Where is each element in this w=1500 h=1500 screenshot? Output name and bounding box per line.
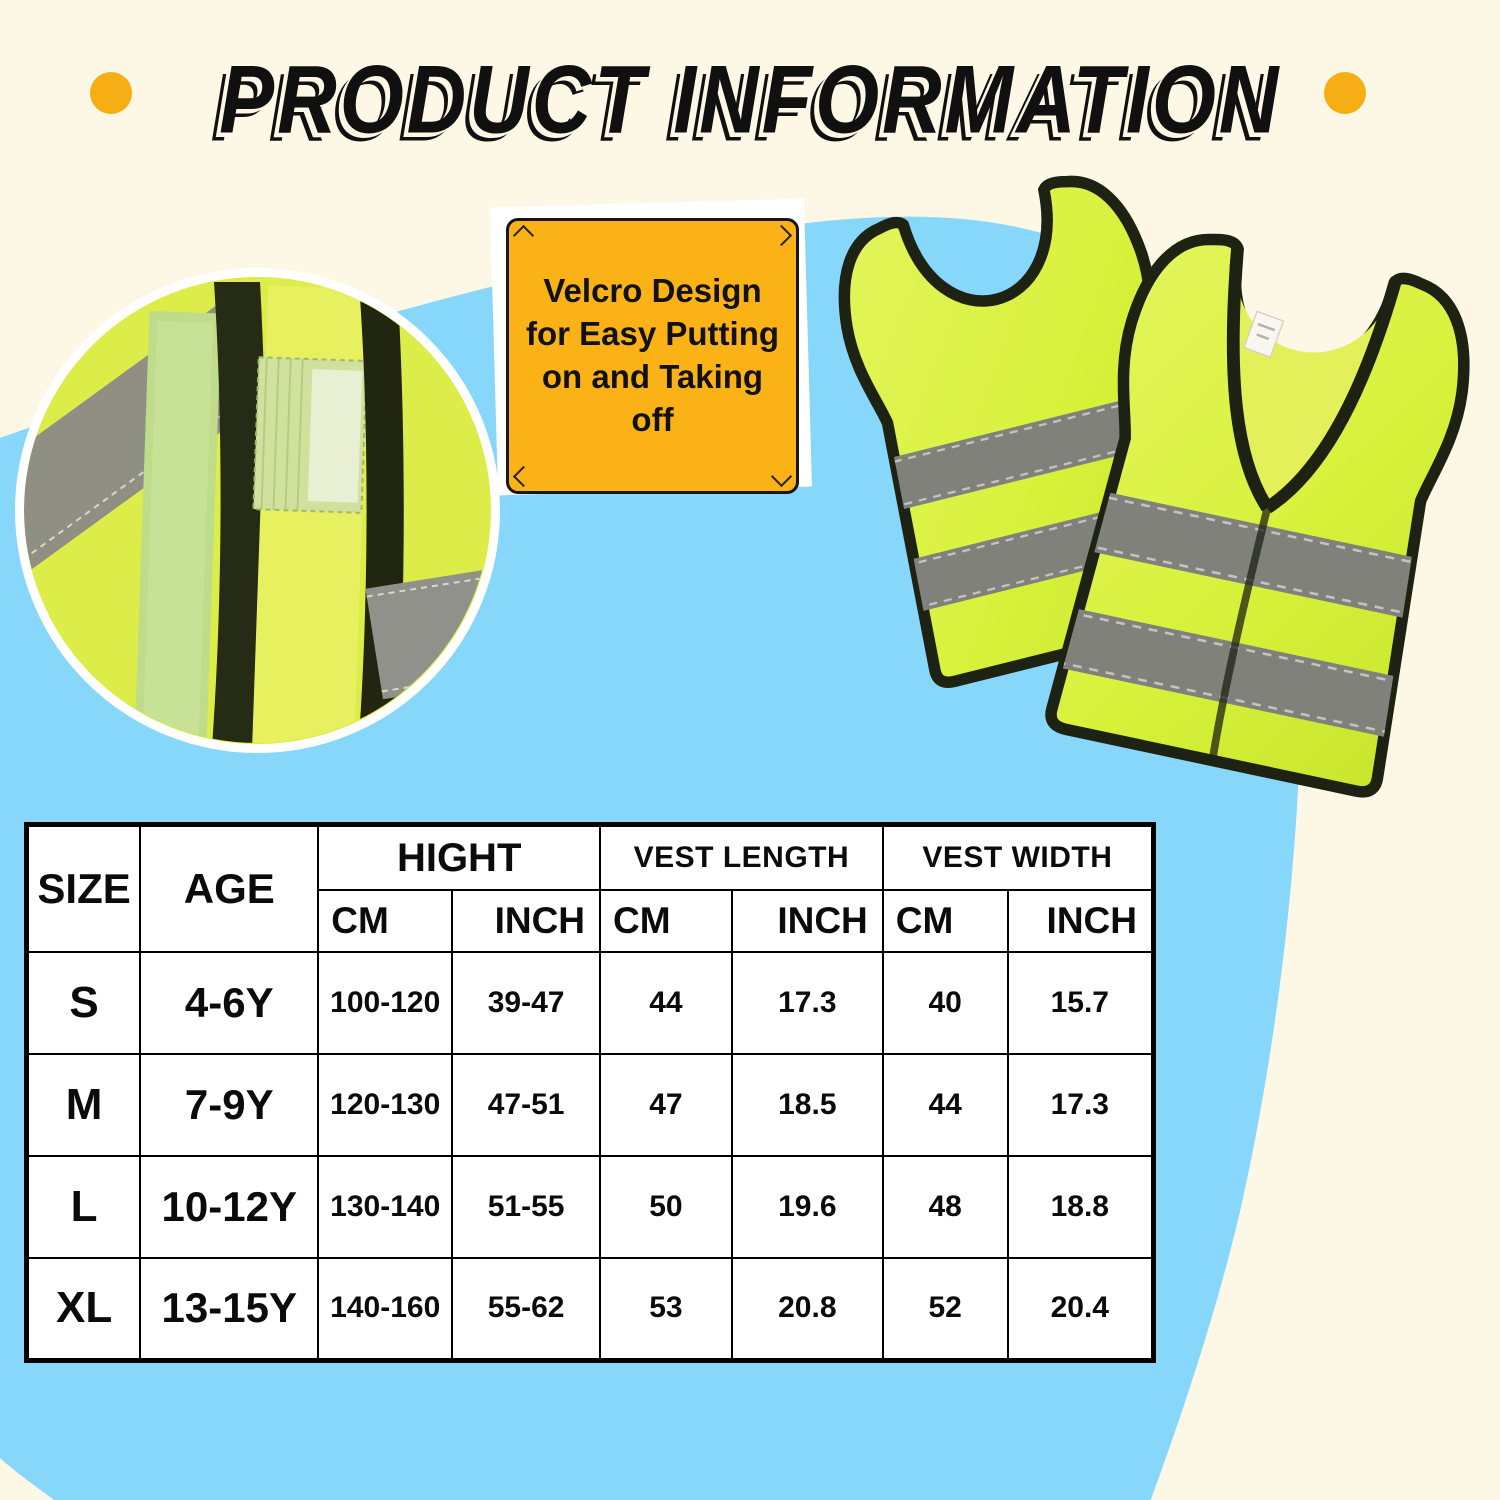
cell-length-inch: 20.8 [730,1257,884,1361]
cell-width-inch: 17.3 [1006,1053,1155,1157]
corner-ornament-icon [770,224,793,247]
table-row-l: L 10-12Y 130-140 51-55 50 19.6 48 18.8 [25,1155,1155,1259]
col-header-vest-length: VEST LENGTH [599,823,884,891]
vest-size-tag [1243,310,1285,358]
cell-size: L [25,1155,142,1259]
table-header-row-1: SIZE AGE HIGHT VEST LENGTH VEST WIDTH [25,823,1155,953]
cell-age: 10-12Y [139,1155,320,1259]
cell-age: 4-6Y [139,951,320,1055]
cell-size: M [25,1053,142,1157]
cell-width-cm: 48 [881,1155,1009,1259]
cell-width-inch: 20.4 [1006,1257,1155,1361]
col-header-size: SIZE [25,823,142,953]
col-header-age: AGE [139,823,320,953]
cell-hight-cm: 100-120 [317,951,454,1055]
safety-vests-photo [740,120,1500,900]
cell-length-inch: 18.5 [730,1053,884,1157]
callout-text: Velcro Design for Easy Putting on and Ta… [525,272,780,438]
table-row-xl: XL 13-15Y 140-160 55-62 53 20.8 52 20.4 [25,1257,1155,1361]
vest-panel [251,285,371,743]
velcro-hook-patch [252,356,368,514]
col-header-length-inch: INCH [730,889,884,953]
velcro-loop-strip [134,311,222,743]
vneck-trim-right [1263,279,1402,514]
black-trim-strip [212,282,266,743]
table-row-m: M 7-9Y 120-130 47-51 47 18.5 44 17.3 [25,1053,1155,1157]
accent-dot-icon [90,72,132,114]
corner-ornament-icon [512,465,535,488]
corner-ornament-icon [770,465,793,488]
cell-hight-cm: 120-130 [317,1053,454,1157]
cell-width-inch: 15.7 [1006,951,1155,1055]
table-header-row-2: CM INCH CM INCH CM INCH [27,889,1155,953]
cell-width-cm: 52 [881,1257,1009,1361]
cell-age: 13-15Y [139,1257,320,1361]
col-header-width-cm: CM [881,889,1009,953]
cell-hight-inch: 51-55 [451,1155,602,1259]
table-row-s: S 4-6Y 100-120 39-47 44 17.3 40 15.7 [25,951,1155,1055]
cell-hight-inch: 55-62 [451,1257,602,1361]
cell-length-inch: 19.6 [730,1155,884,1259]
col-header-length-cm: CM [599,889,733,953]
velcro-photo-art [24,277,490,743]
cell-width-cm: 40 [881,951,1009,1055]
col-header-hight: HIGHT [317,823,602,891]
cell-size: XL [25,1257,142,1361]
col-header-hight-cm: CM [317,889,454,953]
cell-hight-inch: 39-47 [451,951,602,1055]
cell-hight-cm: 130-140 [317,1155,454,1259]
cell-length-inch: 17.3 [730,951,884,1055]
cell-size: S [25,951,142,1055]
cell-age: 7-9Y [139,1053,320,1157]
col-header-width-inch: INCH [1006,889,1155,953]
col-header-vest-width: VEST WIDTH [881,823,1155,891]
vest-front [1011,217,1500,803]
cell-hight-cm: 140-160 [317,1257,454,1361]
page-title: PRODUCT INFORMATION [218,45,1282,154]
velcro-callout: Velcro Design for Easy Putting on and Ta… [506,218,799,494]
header: PRODUCT INFORMATION [0,40,1500,160]
front-closure-seam [1208,506,1272,762]
accent-dot-icon [1324,72,1366,114]
velcro-detail-photo [15,268,500,753]
cell-length-cm: 44 [599,951,733,1055]
cell-length-cm: 53 [599,1257,733,1361]
vneck-trim-left [1226,247,1273,512]
size-chart-table: SIZE AGE HIGHT VEST LENGTH VEST WIDTH CM… [24,822,1156,1363]
corner-ornament-icon [512,224,535,247]
cell-width-inch: 18.8 [1006,1155,1155,1259]
cell-width-cm: 44 [881,1053,1009,1157]
cell-length-cm: 50 [599,1155,733,1259]
cell-length-cm: 47 [599,1053,733,1157]
cell-hight-inch: 47-51 [451,1053,602,1157]
col-header-hight-inch: INCH [451,889,602,953]
vest-front-inner-flap [1233,247,1396,508]
